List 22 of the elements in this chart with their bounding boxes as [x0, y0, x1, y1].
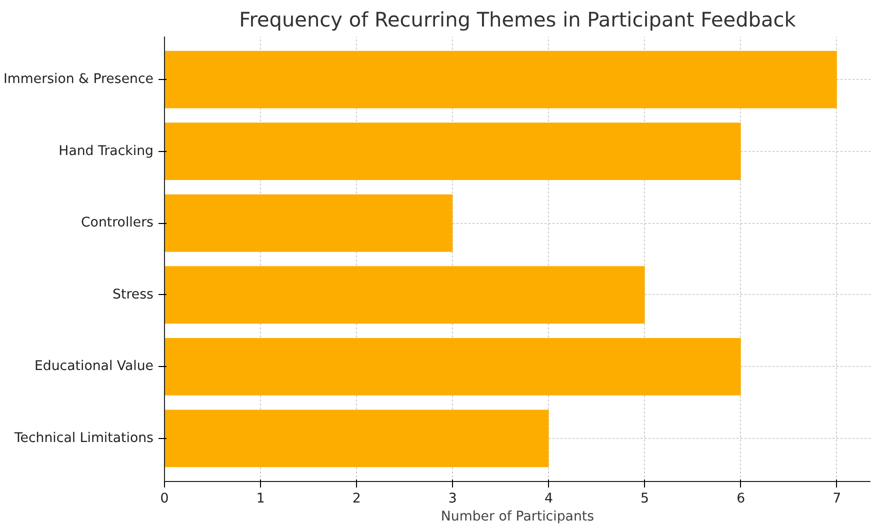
y-tick-label: Controllers — [80, 216, 154, 231]
x-tick-label: 5 — [640, 492, 650, 506]
x-tick-label: 0 — [160, 492, 169, 506]
y-tick-label: Immersion & Presence — [4, 72, 154, 88]
x-tick-label: 2 — [352, 492, 361, 506]
x-tick-label: 4 — [544, 492, 553, 506]
x-tick-label: 7 — [832, 492, 842, 506]
bar — [164, 122, 741, 180]
bar — [164, 266, 645, 324]
y-tick-label: Educational Value — [34, 359, 154, 374]
bar — [164, 338, 741, 396]
x-axis-title: Number of Participants — [440, 510, 594, 524]
x-tick-label: 6 — [736, 492, 746, 506]
y-tick-label: Technical Limitations — [13, 430, 154, 446]
x-tick-label: 3 — [448, 492, 457, 506]
bar — [164, 410, 549, 468]
chart-title: Frequency of Recurring Themes in Participant Feedback — [239, 8, 796, 32]
bar — [164, 194, 453, 252]
y-tick-label: Stress — [112, 287, 154, 302]
x-tick-label: 1 — [256, 492, 265, 506]
y-tick-label: Hand Tracking — [58, 144, 154, 159]
bar — [164, 50, 837, 108]
